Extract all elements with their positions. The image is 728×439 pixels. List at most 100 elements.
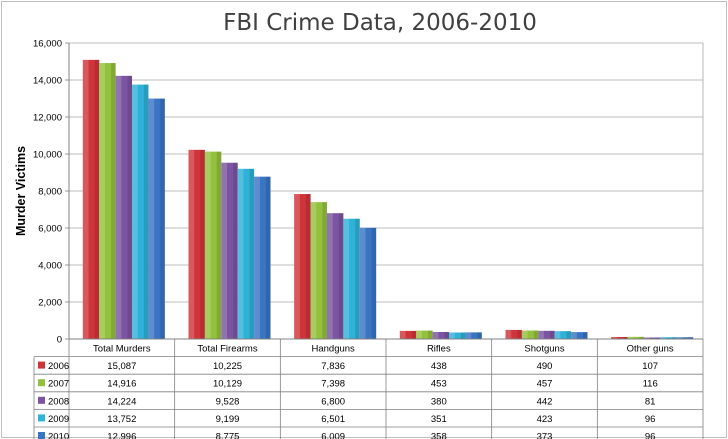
bar-highlight (237, 168, 244, 339)
bar-2008-4 (538, 330, 555, 339)
bar-2009-2 (343, 218, 360, 339)
bar-shade (672, 337, 677, 339)
data-label: 96 (645, 414, 656, 425)
legend-swatch (38, 361, 45, 369)
x-category-label: Handguns (312, 344, 356, 355)
y-axis-label: Murder Victims (14, 146, 28, 236)
bar-highlight (432, 331, 439, 339)
bar-body (399, 330, 417, 339)
bar-shade (111, 63, 116, 339)
data-label: 490 (537, 361, 553, 372)
bar-2008-2 (326, 213, 344, 339)
bar-shade (127, 75, 133, 339)
x-category-label: Other guns (627, 344, 674, 355)
bar-highlight (660, 337, 667, 339)
table-row-2006: 2006 15,087 10,225 7,836 438 490 107 (38, 361, 658, 372)
data-label: 453 (431, 379, 447, 390)
bar-highlight (359, 227, 366, 339)
bar-highlight (188, 149, 195, 339)
bar-highlight (449, 332, 455, 339)
bar-2008-1 (221, 162, 238, 339)
y-tick-label: 10,000 (33, 150, 62, 161)
data-label: 457 (537, 379, 553, 390)
bar-highlight (643, 337, 650, 339)
bar-highlight (627, 336, 634, 339)
bar-body (505, 329, 522, 339)
bar-highlight (132, 84, 138, 339)
bar-body (115, 75, 133, 339)
bar-highlight (221, 162, 228, 339)
table-row-2007: 2007 14,916 10,129 7,398 453 457 116 (38, 379, 658, 390)
x-category-label: Rifles (427, 344, 451, 355)
bar-highlight (538, 330, 545, 339)
bar-body (132, 84, 149, 339)
data-label: 9,199 (216, 414, 240, 425)
bar-body (294, 194, 311, 339)
y-tick-label: 4,000 (38, 261, 62, 272)
bar-body (416, 330, 433, 339)
bar-2006-3 (399, 330, 417, 339)
bar-body (465, 332, 482, 339)
bar-body (343, 218, 360, 339)
data-label: 6,501 (321, 414, 345, 425)
bar-body (449, 332, 466, 339)
bar-shade (411, 330, 417, 339)
bar-body (326, 213, 344, 339)
bar-shade (582, 332, 588, 339)
bars (82, 59, 694, 339)
bar-body (254, 176, 271, 339)
data-label: 15,087 (107, 361, 136, 372)
bar-shade (200, 149, 205, 339)
bar-body (571, 332, 588, 339)
bar-body (237, 168, 255, 339)
y-tick-label: 0 (57, 335, 62, 346)
bar-highlight (465, 332, 472, 339)
bar-highlight (521, 330, 528, 339)
legend-label: 2008 (48, 396, 69, 407)
bar-2009-0 (132, 84, 149, 339)
legend-label: 2009 (48, 414, 69, 425)
bar-highlight (326, 213, 333, 339)
bar-highlight (399, 330, 406, 339)
bar-2006-4 (505, 329, 522, 339)
bar-shade (533, 330, 539, 339)
table-row-2009: 2009 13,752 9,199 6,501 351 423 96 (38, 414, 655, 425)
data-label: 438 (431, 361, 447, 372)
bar-body (99, 63, 116, 339)
data-table: Total Murders Total Firearms Handguns Rifle… (33, 338, 704, 439)
bar-shade (639, 336, 644, 339)
legend-label: 2006 (48, 361, 69, 372)
bar-shade (249, 168, 255, 339)
data-label: 10,129 (213, 379, 242, 390)
bar-body (611, 337, 628, 339)
data-label: 9,528 (216, 396, 240, 407)
bar-highlight (571, 332, 577, 339)
bar-highlight (676, 337, 683, 339)
bar-shade (338, 213, 344, 339)
bar-shade (265, 176, 271, 339)
bar-2010-3 (465, 332, 482, 339)
y-tick-label: 12,000 (33, 113, 62, 124)
bar-body (643, 337, 661, 339)
bar-shade (550, 330, 555, 339)
bar-2008-3 (432, 331, 450, 339)
bar-highlight (115, 75, 122, 339)
bar-highlight (82, 59, 89, 339)
bar-2010-4 (571, 332, 588, 339)
y-tick-labels: 0 2,000 4,000 6,000 8,000 10,000 12,000 14,000 1… (33, 39, 69, 346)
bar-highlight (611, 337, 617, 339)
bar-2006-1 (188, 149, 205, 339)
legend-swatch (38, 379, 45, 387)
data-label: 380 (431, 396, 447, 407)
bar-body (676, 337, 694, 339)
bar-body (432, 331, 450, 339)
data-label: 81 (645, 396, 656, 407)
y-tick-label: 6,000 (38, 224, 62, 235)
bar-body (538, 330, 555, 339)
bar-shade (655, 337, 661, 339)
data-label: 6,800 (321, 396, 345, 407)
bar-body (310, 202, 327, 339)
data-label: 442 (537, 396, 553, 407)
bar-body (359, 227, 377, 339)
